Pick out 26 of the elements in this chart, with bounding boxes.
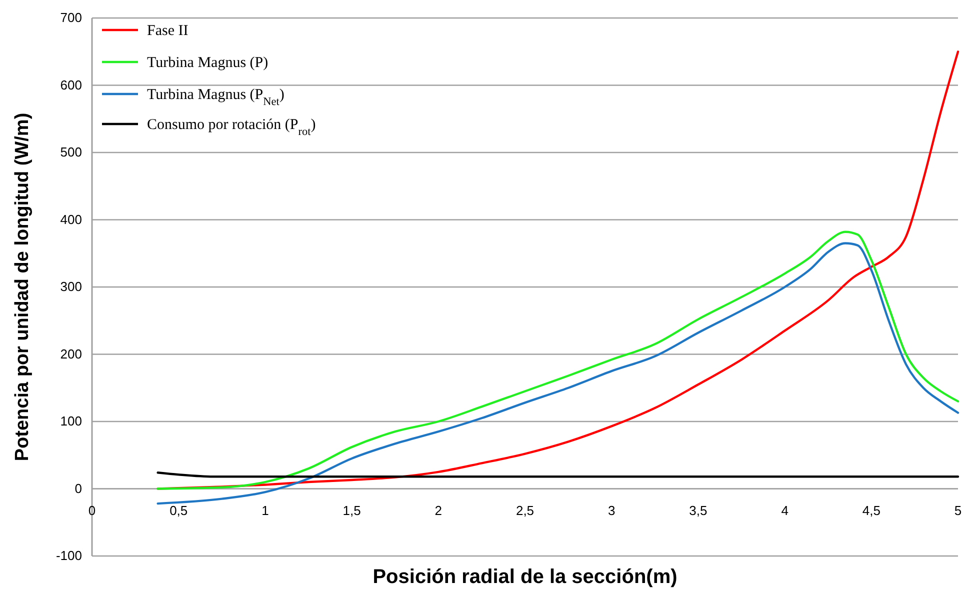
y-axis-title: Potencia por unidad de longitud (W/m)	[12, 112, 33, 462]
legend-label: Consumo por rotación (P$_{rot}$)	[147, 117, 316, 138]
x-tick-label: 4	[781, 502, 788, 518]
legend-label: Fase II	[147, 23, 188, 39]
y-tick-label: 700	[60, 10, 82, 26]
x-tick-label: 1	[262, 502, 269, 518]
y-tick-label: 300	[60, 279, 82, 294]
y-tick-label: 0	[74, 480, 82, 496]
x-tick-label: 5	[954, 502, 962, 518]
x-tick-label: 3	[608, 502, 616, 518]
y-tick-label: -100	[56, 548, 82, 564]
y-tick-label: 500	[60, 144, 82, 160]
x-tick-label: 2	[434, 502, 442, 518]
y-tick-label: 600	[60, 77, 82, 92]
legend-label: Turbina Magnus (P)	[147, 55, 268, 71]
x-tick-label: 0	[88, 502, 96, 518]
x-tick-label: 3,5	[689, 502, 708, 518]
x-tick-label: 1,5	[342, 502, 361, 518]
x-tick-label: 4,5	[862, 502, 880, 518]
y-tick-label: 100	[60, 414, 82, 429]
legend-label: Turbina Magnus (P$_{Net}$)	[147, 87, 284, 108]
x-tick-label: 2,5	[516, 502, 534, 518]
x-axis-title: Posición radial de la sección(m)	[372, 566, 678, 588]
y-tick-label: 400	[60, 212, 82, 227]
y-tick-label: 200	[60, 346, 82, 362]
x-tick-label: 0,5	[170, 502, 188, 518]
